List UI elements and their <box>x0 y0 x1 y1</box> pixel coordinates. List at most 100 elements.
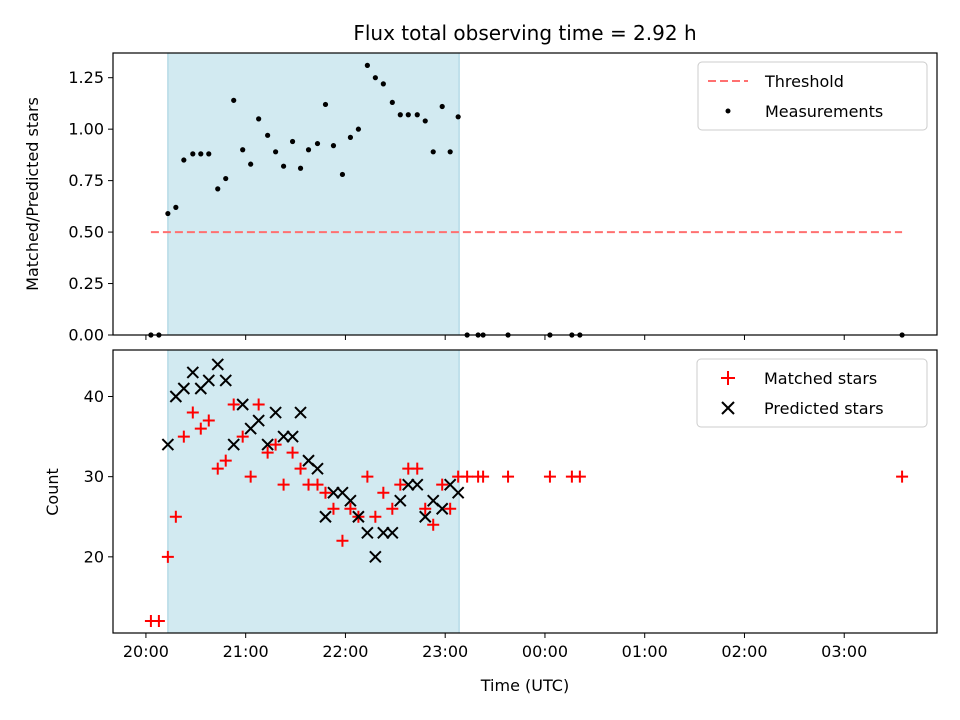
predicted-star-point <box>377 526 390 539</box>
top-panel: 0.00 0.25 0.50 0.75 1.00 1.25 Matched/Predict… <box>23 52 938 345</box>
measurement-point <box>231 97 237 103</box>
predicted-star-point <box>186 366 200 379</box>
measurement-point <box>248 161 254 167</box>
measurement-point <box>397 112 403 118</box>
bottom-y-tick-label: 20 <box>84 547 104 566</box>
matched-star-point <box>502 470 515 483</box>
top-legend: Threshold Measurements <box>697 61 928 131</box>
x-tick-label: 22:00 <box>322 642 368 661</box>
matched-star-point <box>319 486 332 499</box>
measurement-point <box>273 149 279 155</box>
matched-star-point <box>427 518 440 531</box>
matched-star-point <box>336 534 349 547</box>
x-tick-label: 21:00 <box>223 642 269 661</box>
top-axes-frame <box>112 52 938 336</box>
matched-star-point <box>269 438 282 451</box>
measurement-point <box>265 132 271 138</box>
matched-star-point <box>277 478 290 491</box>
bottom-y-tick-label: 40 <box>84 387 104 406</box>
predicted-star-point <box>369 550 382 564</box>
matched-star-point <box>294 462 307 475</box>
predicted-star-point <box>269 406 282 419</box>
matched-star-point <box>419 502 432 515</box>
measurement-point <box>364 62 370 68</box>
predicted-star-point <box>219 374 232 387</box>
x-tick-label: 03:00 <box>821 642 867 661</box>
predicted-star-point <box>361 526 374 539</box>
matched-star-point <box>211 462 224 475</box>
measurement-point <box>305 147 312 153</box>
measurement-point <box>181 157 187 163</box>
measurement-point <box>414 112 420 118</box>
measurement-point <box>447 149 453 155</box>
bottom-marks <box>144 358 909 627</box>
matched-star-point <box>236 430 249 443</box>
matched-star-point <box>311 478 324 491</box>
matched-star-point <box>361 470 374 483</box>
matched-star-point <box>327 502 340 515</box>
measurement-point <box>314 140 321 147</box>
shaded-span <box>167 52 460 336</box>
predicted-star-point <box>277 430 290 443</box>
bottom-y-axis-label: Count <box>43 468 62 516</box>
matched-star-point <box>161 550 174 563</box>
predicted-star-point <box>294 406 307 419</box>
matched-star-point <box>386 502 399 515</box>
measurement-point <box>389 99 395 106</box>
x-tick-label: 20:00 <box>123 642 169 661</box>
matched-star-point <box>377 486 390 499</box>
top-shaded-span <box>167 52 460 336</box>
measurement-point <box>380 81 386 87</box>
legend-threshold-label: Threshold <box>764 72 844 91</box>
bottom-legend: Matched stars Predicted stars <box>696 358 928 428</box>
predicted-star-point <box>394 494 407 507</box>
top-legend-box <box>697 61 928 131</box>
matched-star-point <box>896 470 909 483</box>
predicted-star-point <box>177 382 191 395</box>
matched-star-point <box>543 470 556 483</box>
matched-star-point <box>186 406 199 419</box>
top-y-tick-label: 0.00 <box>68 326 104 345</box>
matched-star-point <box>286 446 299 459</box>
matched-star-point <box>227 398 240 411</box>
x-tick-label: 01:00 <box>622 642 668 661</box>
predicted-star-point <box>435 502 449 515</box>
predicted-star-point <box>411 478 424 491</box>
predicted-star-point <box>451 486 465 499</box>
matched-star-point <box>202 414 215 427</box>
bottom-panel: 20:00 21:00 22:00 23:00 00:00 01:00 02:00 03:00… <box>43 349 938 695</box>
top-y-tick-label: 0.75 <box>68 171 104 190</box>
matched-star-point <box>344 502 357 515</box>
measurement-point <box>198 151 204 157</box>
measurement-point <box>223 175 229 182</box>
predicted-star-point <box>319 510 332 523</box>
measurement-point <box>430 149 436 155</box>
predicted-star-point <box>402 478 415 491</box>
measurement-point <box>347 134 354 140</box>
matched-star-point <box>369 510 382 523</box>
legend-matched-swatch <box>721 371 735 385</box>
measurement-point <box>355 126 362 132</box>
legend-predicted-swatch <box>721 401 735 415</box>
measurement-point <box>280 163 287 169</box>
chart-title: Flux total observing time = 2.92 h <box>353 21 696 45</box>
predicted-star-point <box>252 414 265 427</box>
top-y-tick-label: 1.25 <box>68 68 104 87</box>
x-axis-label: Time (UTC) <box>480 676 569 695</box>
predicted-star-point <box>202 374 215 387</box>
predicted-star-point <box>286 430 299 443</box>
matched-star-point <box>252 398 265 411</box>
matched-star-point <box>244 470 257 483</box>
measurement-point <box>256 116 262 122</box>
predicted-star-point <box>419 510 432 523</box>
matched-star-point <box>194 422 207 435</box>
matched-star-point <box>461 470 474 483</box>
predicted-star-point <box>227 438 240 451</box>
predicted-star-point <box>311 462 324 475</box>
matched-star-point <box>152 614 165 627</box>
predicted-star-point <box>344 494 357 507</box>
bottom-y-ticks: 20 30 40 <box>84 387 113 566</box>
matched-star-point <box>261 446 274 459</box>
matched-star-point <box>169 510 182 523</box>
